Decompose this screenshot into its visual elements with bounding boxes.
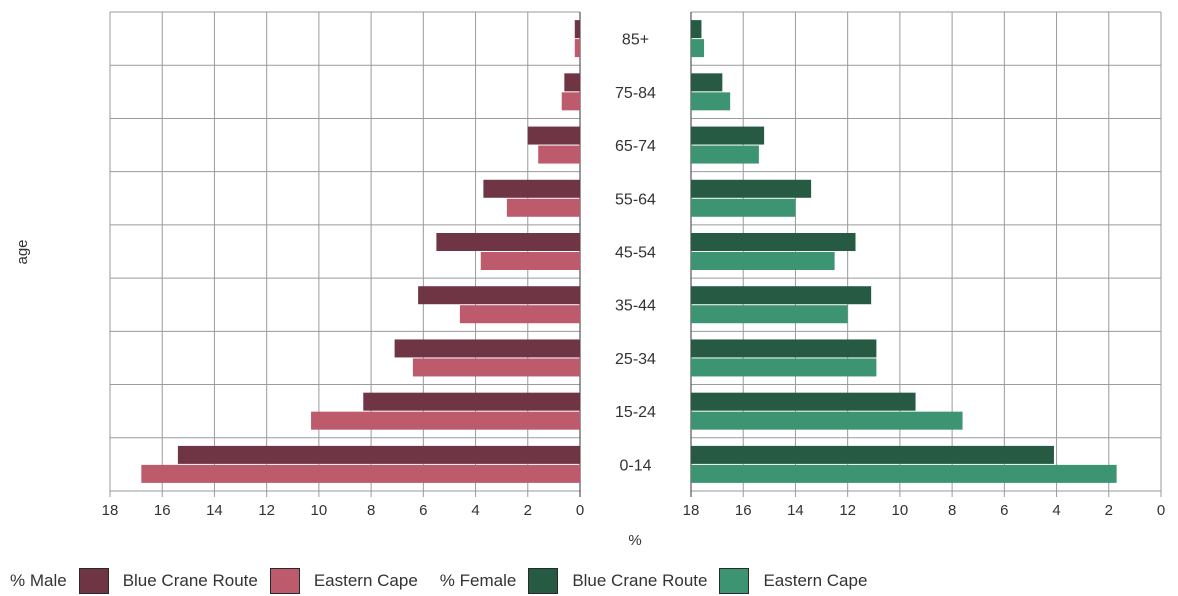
bar-male-blue-crane-route xyxy=(177,445,580,464)
legend-swatch-male-eastern-cape xyxy=(269,568,300,594)
x-axis-label: % xyxy=(628,532,641,549)
age-group-label: 35-44 xyxy=(615,298,656,315)
bar-male-eastern-cape xyxy=(538,145,580,164)
x-tick-label-right: 2 xyxy=(1105,502,1113,519)
bar-male-blue-crane-route xyxy=(527,126,580,145)
bar-male-eastern-cape xyxy=(459,305,580,324)
bar-female-eastern-cape xyxy=(691,198,796,217)
y-axis-label: age xyxy=(14,239,31,264)
bar-female-eastern-cape xyxy=(691,305,848,324)
legend-label-male-blue-crane-route: Blue Crane Route xyxy=(122,571,258,590)
bar-male-blue-crane-route xyxy=(574,20,580,39)
legend-label-female-blue-crane-route: Blue Crane Route xyxy=(572,571,708,590)
bar-male-blue-crane-route xyxy=(418,286,580,305)
bar-female-eastern-cape xyxy=(691,464,1117,483)
legend-label-male-eastern-cape: Eastern Cape xyxy=(313,571,418,590)
x-tick-label-right: 8 xyxy=(948,502,956,519)
bar-female-eastern-cape xyxy=(691,145,759,164)
legend-male-title: % Male xyxy=(10,571,67,590)
legend-label-female-eastern-cape: Eastern Cape xyxy=(763,571,868,590)
age-group-label: 45-54 xyxy=(615,245,656,262)
x-tick-label-left: 16 xyxy=(154,502,171,519)
x-tick-label-right: 0 xyxy=(1157,502,1165,519)
bar-male-eastern-cape xyxy=(506,198,580,217)
bar-male-eastern-cape xyxy=(412,358,580,377)
bar-male-eastern-cape xyxy=(141,464,581,483)
age-group-label: 75-84 xyxy=(615,85,656,102)
bars-layer xyxy=(141,20,1117,483)
bar-male-blue-crane-route xyxy=(363,392,580,411)
x-tick-label-left: 12 xyxy=(258,502,275,519)
legend-swatch-female-eastern-cape xyxy=(719,568,750,594)
bar-male-eastern-cape xyxy=(480,252,580,270)
x-tick-label-right: 6 xyxy=(1000,502,1008,519)
bar-female-eastern-cape xyxy=(691,39,705,58)
bar-female-blue-crane-route xyxy=(691,73,723,92)
x-tick-label-right: 16 xyxy=(735,502,752,519)
bar-female-blue-crane-route xyxy=(691,126,765,145)
bar-male-eastern-cape xyxy=(311,411,580,430)
bar-female-eastern-cape xyxy=(691,411,963,430)
age-group-label: 0-14 xyxy=(619,457,651,474)
bar-female-blue-crane-route xyxy=(691,286,872,305)
bar-male-blue-crane-route xyxy=(436,233,580,251)
age-group-label: 65-74 xyxy=(615,138,656,155)
x-tick-label-right: 4 xyxy=(1052,502,1060,519)
x-tick-label-left: 6 xyxy=(419,502,427,519)
bar-male-blue-crane-route xyxy=(394,339,580,358)
x-tick-label-left: 4 xyxy=(471,502,479,519)
bar-female-eastern-cape xyxy=(691,358,877,377)
bar-female-blue-crane-route xyxy=(691,445,1054,464)
age-group-label: 25-34 xyxy=(615,351,656,368)
x-tick-label-right: 12 xyxy=(839,502,856,519)
x-tick-label-left: 18 xyxy=(102,502,119,519)
bar-female-eastern-cape xyxy=(691,92,731,111)
legend: % Male Blue Crane Route Eastern Cape % F… xyxy=(10,566,867,596)
bar-male-eastern-cape xyxy=(561,92,580,111)
age-group-label: 85+ xyxy=(622,32,649,49)
x-tick-label-left: 10 xyxy=(311,502,328,519)
legend-swatch-male-blue-crane-route xyxy=(78,568,109,594)
x-tick-label-left: 8 xyxy=(367,502,375,519)
labels-layer: 18 0 16 2 14 4 12 6 10 8 8 10 6 12 4 14 2 16 0 18 85+ 75-84 65… xyxy=(102,32,1166,519)
bar-female-blue-crane-route xyxy=(691,20,702,39)
bar-female-blue-crane-route xyxy=(691,179,812,198)
x-tick-label-left: 0 xyxy=(576,502,584,519)
bar-female-blue-crane-route xyxy=(691,392,916,411)
x-tick-label-right: 18 xyxy=(683,502,700,519)
age-group-label: 55-64 xyxy=(615,191,656,208)
x-tick-label-left: 14 xyxy=(206,502,223,519)
bar-male-blue-crane-route xyxy=(483,179,580,198)
x-tick-label-right: 14 xyxy=(787,502,804,519)
legend-swatch-female-blue-crane-route xyxy=(528,568,559,594)
age-group-label: 15-24 xyxy=(615,404,656,421)
x-tick-label-right: 10 xyxy=(892,502,909,519)
bar-male-eastern-cape xyxy=(574,39,580,58)
population-pyramid-chart: 18 0 16 2 14 4 12 6 10 8 8 10 6 12 4 14 2 16 0 18 85+ 75-84 65… xyxy=(14,11,1166,549)
bar-female-eastern-cape xyxy=(691,252,835,270)
bar-female-blue-crane-route xyxy=(691,233,856,251)
bar-male-blue-crane-route xyxy=(564,73,580,92)
legend-female-title: % Female xyxy=(439,571,517,590)
x-tick-label-left: 2 xyxy=(524,502,532,519)
bar-female-blue-crane-route xyxy=(691,339,877,358)
